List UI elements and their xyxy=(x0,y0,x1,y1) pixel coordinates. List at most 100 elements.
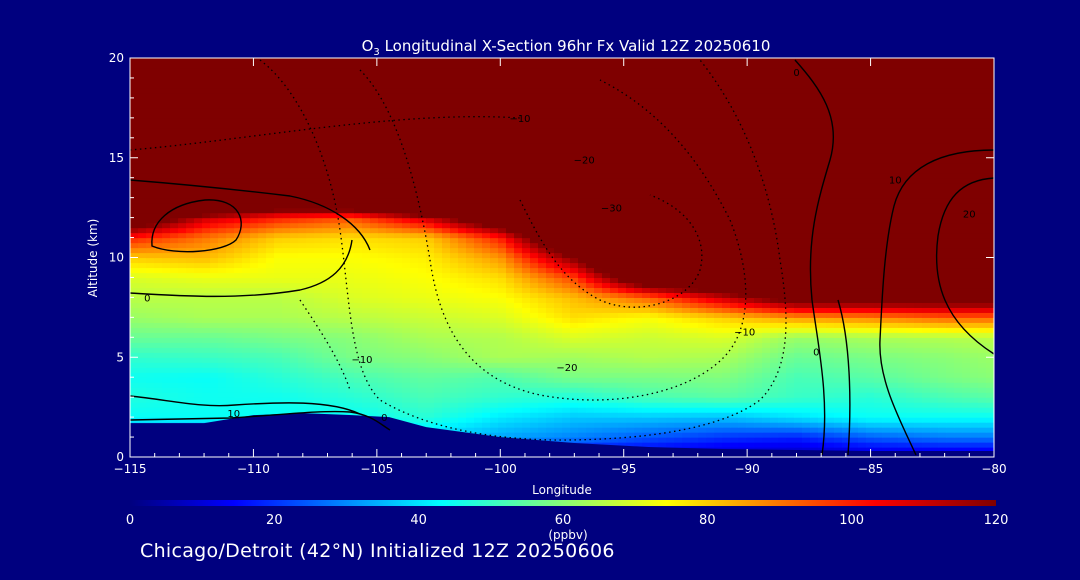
field-cell xyxy=(586,307,595,313)
field-cell xyxy=(370,377,379,383)
field-cell xyxy=(954,387,963,393)
field-cell xyxy=(842,402,851,408)
field-cell xyxy=(954,372,963,378)
field-cell xyxy=(170,252,179,259)
field-cell xyxy=(762,342,771,348)
field-cell xyxy=(858,412,867,418)
field-cell xyxy=(618,312,627,318)
field-cell xyxy=(538,337,547,343)
field-cell xyxy=(146,227,155,234)
field-cell xyxy=(778,322,787,328)
field-cell xyxy=(682,412,691,418)
field-cell xyxy=(362,247,371,254)
field-cell xyxy=(426,237,435,244)
field-cell xyxy=(866,352,875,358)
field-cell xyxy=(562,372,571,378)
field-cell xyxy=(738,417,747,423)
field-cell xyxy=(770,292,779,298)
field-cell xyxy=(410,372,419,378)
field-cell xyxy=(834,362,843,368)
field-cell xyxy=(522,377,531,383)
field-cell xyxy=(794,227,803,234)
field-cell xyxy=(218,312,227,318)
field-cell xyxy=(562,292,571,298)
field-cell xyxy=(274,227,283,234)
field-cell xyxy=(434,272,443,279)
field-cell xyxy=(586,347,595,353)
field-cell xyxy=(874,257,883,264)
field-cell xyxy=(826,422,835,428)
field-cell xyxy=(450,357,459,363)
field-cell xyxy=(778,267,787,274)
field-cell xyxy=(146,297,155,303)
field-cell xyxy=(834,422,843,428)
field-cell xyxy=(378,277,387,284)
field-cell xyxy=(738,322,747,328)
field-cell xyxy=(434,322,443,328)
field-cell xyxy=(634,332,643,338)
field-cell xyxy=(194,332,203,338)
field-cell xyxy=(194,247,203,254)
field-cell xyxy=(130,262,139,269)
field-cell xyxy=(946,447,955,453)
field-cell xyxy=(770,397,779,403)
field-cell xyxy=(914,227,923,234)
field-cell xyxy=(138,302,147,308)
field-cell xyxy=(498,387,507,393)
field-cell xyxy=(250,262,259,269)
field-cell xyxy=(474,277,483,284)
field-cell xyxy=(610,362,619,368)
field-cell xyxy=(898,332,907,338)
field-cell xyxy=(826,302,835,308)
field-cell xyxy=(466,347,475,353)
field-cell xyxy=(346,357,355,363)
field-cell xyxy=(434,237,443,244)
field-cell xyxy=(938,227,947,234)
field-cell xyxy=(914,342,923,348)
field-cell xyxy=(354,247,363,254)
field-cell xyxy=(362,302,371,308)
field-cell xyxy=(866,302,875,308)
field-cell xyxy=(186,292,195,298)
field-cell xyxy=(170,407,179,413)
field-cell xyxy=(586,412,595,418)
field-cell xyxy=(234,222,243,229)
field-cell xyxy=(898,262,907,269)
field-cell xyxy=(130,392,139,398)
field-cell xyxy=(250,257,259,264)
field-cell xyxy=(682,397,691,403)
field-cell xyxy=(674,312,683,318)
field-cell xyxy=(474,427,483,433)
field-cell xyxy=(298,272,307,279)
field-cell xyxy=(658,392,667,398)
field-cell xyxy=(890,437,899,443)
field-cell xyxy=(962,397,971,403)
field-cell xyxy=(490,227,499,234)
field-cell xyxy=(850,257,859,264)
field-cell xyxy=(530,392,539,398)
field-cell xyxy=(306,287,315,294)
field-cell xyxy=(306,382,315,388)
field-cell xyxy=(658,242,667,249)
field-cell xyxy=(794,272,803,279)
field-cell xyxy=(706,292,715,298)
field-cell xyxy=(138,297,147,303)
field-cell xyxy=(666,332,675,338)
field-cell xyxy=(986,262,994,269)
field-cell xyxy=(442,227,451,234)
field-cell xyxy=(578,327,587,333)
field-cell xyxy=(354,332,363,338)
field-cell xyxy=(722,297,731,303)
field-cell xyxy=(202,302,211,308)
field-cell xyxy=(722,337,731,343)
field-cell xyxy=(898,432,907,438)
field-cell xyxy=(186,222,195,229)
field-cell xyxy=(962,272,971,279)
field-cell xyxy=(578,247,587,254)
field-cell xyxy=(266,347,275,353)
field-cell xyxy=(482,307,491,313)
field-cell xyxy=(978,237,987,244)
field-cell xyxy=(234,367,243,373)
field-cell xyxy=(562,237,571,244)
field-cell xyxy=(842,252,851,259)
